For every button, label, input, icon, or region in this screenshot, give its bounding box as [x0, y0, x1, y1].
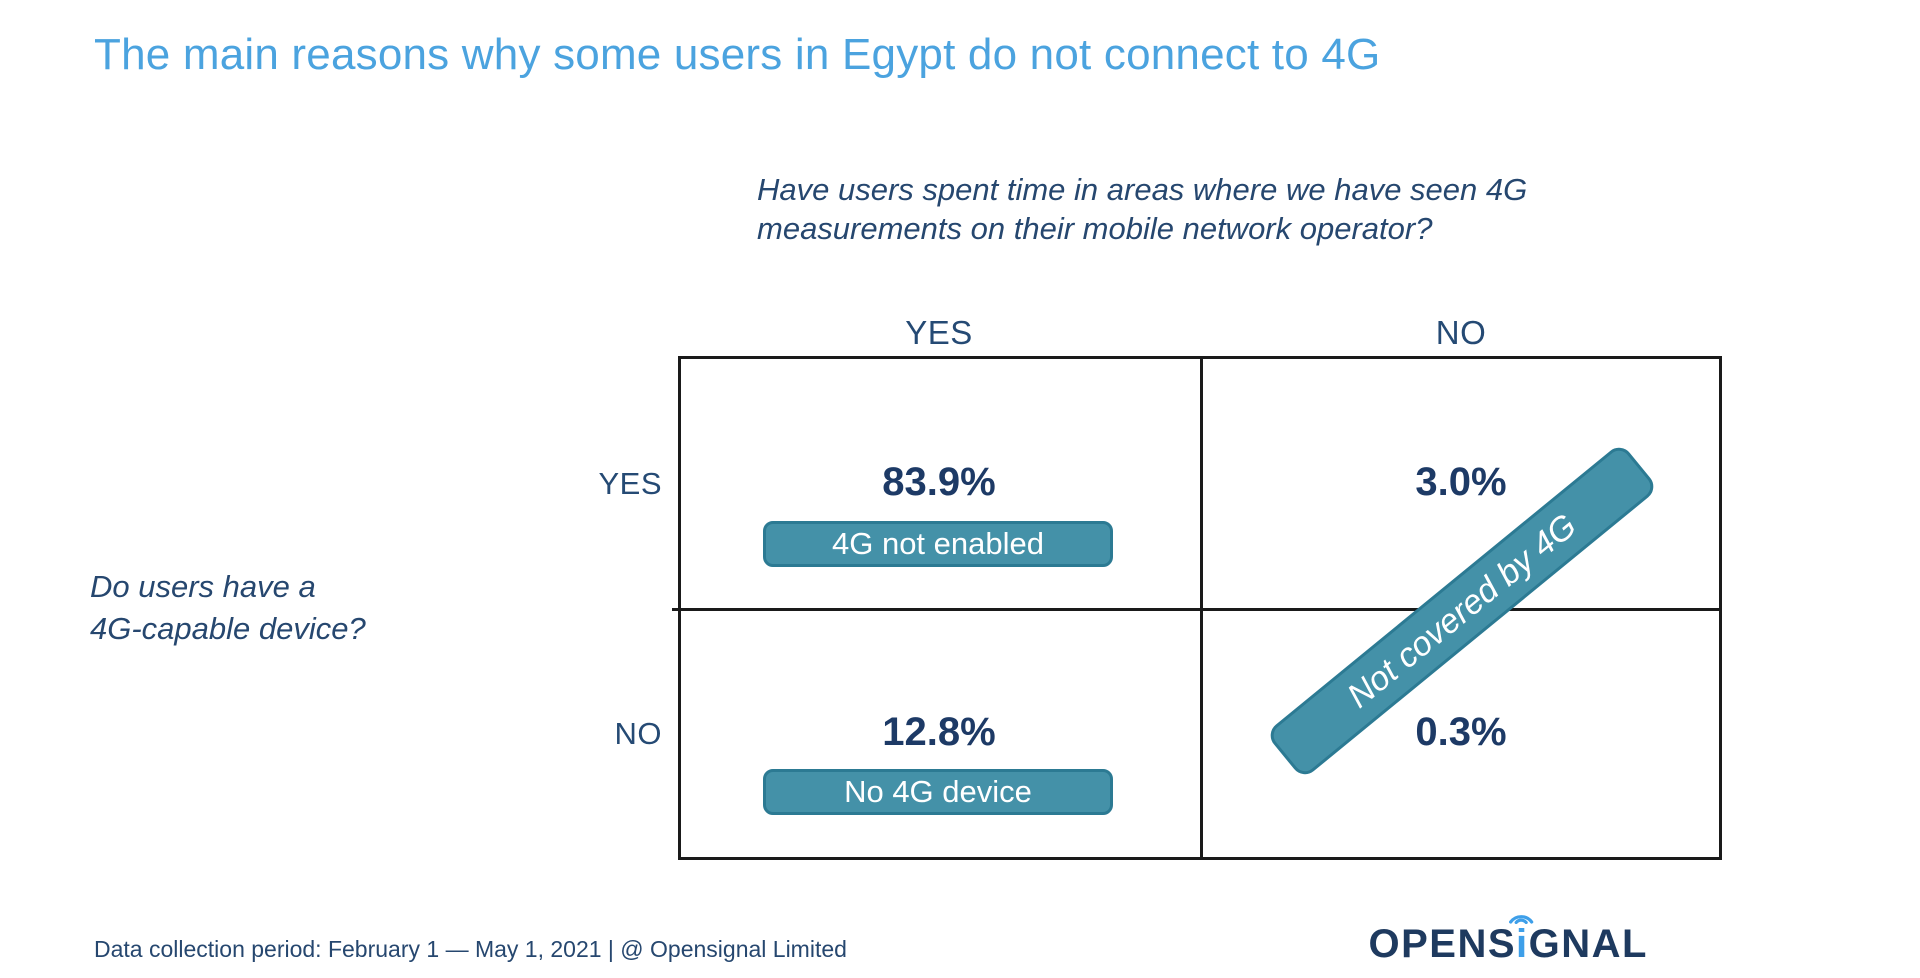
cell-value-seen4g-no-device-no: 0.3%: [1415, 710, 1507, 754]
cell-value-seen4g-yes-device-yes: 83.9%: [882, 460, 996, 504]
column-header-yes: YES: [905, 314, 973, 351]
cell-value-seen4g-no-device-yes: 3.0%: [1415, 460, 1507, 504]
logo-letter-i: i: [1509, 915, 1534, 966]
page-title: The main reasons why some users in Egypt…: [94, 30, 1381, 79]
row-axis-question: Do users have a 4G-capable device?: [90, 566, 366, 650]
matrix-grid: [672, 356, 1722, 860]
data-collection-footnote: Data collection period: February 1 — May…: [94, 936, 847, 962]
row-header-yes: YES: [598, 466, 662, 501]
column-axis-question: Have users spent time in areas where we …: [757, 170, 1527, 248]
badge-no-4g-device: No 4G device: [763, 769, 1113, 815]
cell-value-seen4g-yes-device-no: 12.8%: [882, 710, 996, 754]
row-axis-question-line1: Do users have a: [90, 569, 316, 604]
column-axis-question-line1: Have users spent time in areas where we …: [757, 172, 1528, 207]
row-axis-question-line2: 4G-capable device?: [90, 611, 366, 646]
logo-text-suffix: GNAL: [1528, 922, 1648, 966]
row-header-no: NO: [614, 716, 662, 751]
wifi-signal-icon: [1509, 915, 1534, 924]
logo-i-glyph: i: [1516, 922, 1529, 966]
logo-text-prefix: OPENS: [1368, 922, 1517, 966]
opensignal-logo: OPENS i GNAL: [1368, 915, 1649, 966]
badge-4g-not-enabled: 4G not enabled: [763, 521, 1113, 567]
grid-horizontal-divider: [672, 608, 1719, 611]
column-header-no: NO: [1435, 314, 1487, 351]
column-axis-question-line2: measurements on their mobile network ope…: [757, 211, 1433, 246]
